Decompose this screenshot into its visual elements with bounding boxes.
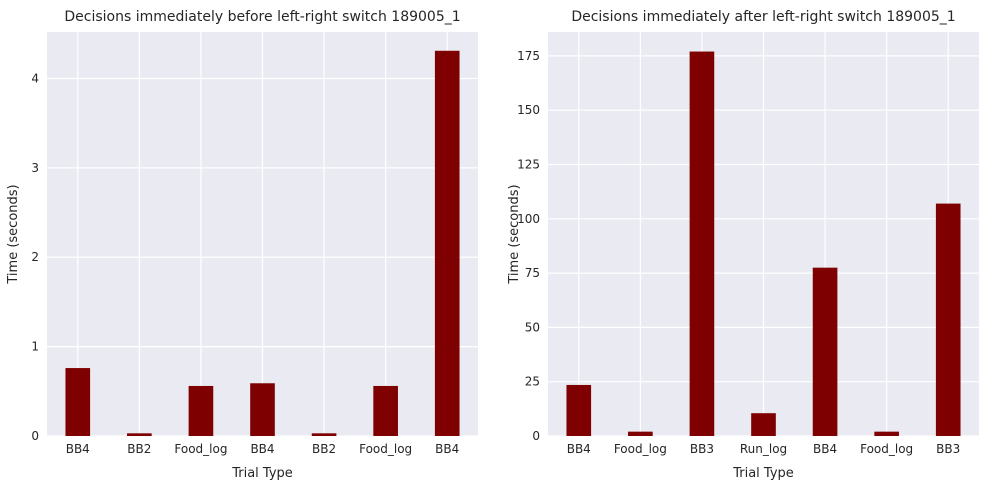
- bars: [65, 50, 460, 437]
- y-tick-label: 1: [31, 340, 39, 354]
- y-tick-label: 3: [31, 161, 39, 175]
- chart-after-switch: 0 25 50 75 100 125 150 175 BB4 Food_log BB3 Run_lo…: [507, 9, 979, 481]
- x-tick-label: Run_log: [740, 442, 787, 456]
- bar: [127, 433, 152, 436]
- y-tick-label: 2: [31, 250, 39, 264]
- bar: [935, 203, 961, 436]
- x-tick-label: BB4: [813, 442, 837, 456]
- x-tick-labels: BB4 Food_log BB3 Run_log BB4 Food_log BB3: [567, 442, 961, 456]
- bar: [434, 50, 460, 437]
- bar: [250, 383, 275, 436]
- bar: [373, 385, 398, 436]
- y-axis-label: Time (seconds): [507, 184, 522, 284]
- x-tick-label: BB4: [66, 442, 90, 456]
- chart-title: Decisions immediately after left-right s…: [571, 9, 955, 25]
- chart-title: Decisions immediately before left-right …: [64, 9, 460, 25]
- y-tick-label: 50: [525, 320, 540, 334]
- x-tick-label: BB3: [690, 442, 714, 456]
- bar: [311, 433, 337, 436]
- bar: [188, 385, 214, 436]
- y-tick-labels: 0 1 2 3 4: [31, 71, 39, 443]
- gridlines: [548, 32, 979, 437]
- bar: [751, 413, 776, 436]
- x-tick-label: Food_log: [359, 442, 412, 456]
- y-tick-label: 0: [31, 429, 39, 443]
- x-tick-label: Food_log: [174, 442, 227, 456]
- y-tick-labels: 0 25 50 75 100 125 150 175: [517, 49, 540, 443]
- y-tick-label: 75: [525, 266, 540, 280]
- y-axis-label: Time (seconds): [6, 184, 21, 284]
- x-tick-label: BB4: [250, 442, 274, 456]
- bar: [65, 368, 91, 436]
- x-tick-labels: BB4 BB2 Food_log BB4 BB2 Food_log BB4: [66, 442, 460, 456]
- x-tick-label: Food_log: [614, 442, 667, 456]
- y-tick-label: 150: [517, 103, 540, 117]
- bar: [628, 431, 653, 436]
- gridlines: [47, 32, 478, 437]
- x-tick-label: BB4: [567, 442, 591, 456]
- x-axis-label: Trial Type: [231, 466, 293, 481]
- bar: [566, 384, 592, 436]
- y-tick-label: 25: [525, 375, 540, 389]
- y-tick-label: 175: [517, 49, 540, 63]
- bar: [689, 51, 715, 436]
- x-tick-label: BB4: [435, 442, 459, 456]
- bar: [812, 267, 838, 436]
- x-tick-label: BB2: [127, 442, 151, 456]
- y-tick-label: 4: [31, 71, 39, 85]
- x-axis-label: Trial Type: [732, 466, 794, 481]
- bars: [566, 51, 961, 436]
- x-tick-label: BB2: [312, 442, 336, 456]
- x-tick-label: BB3: [936, 442, 960, 456]
- x-tick-label: Food_log: [860, 442, 913, 456]
- y-tick-label: 125: [517, 157, 540, 171]
- y-tick-label: 100: [517, 212, 540, 226]
- bar: [874, 431, 899, 436]
- chart-before-switch: 0 1 2 3 4 BB4 BB2 Food_log BB4 BB2 Food_log BB4 De…: [6, 9, 478, 481]
- y-tick-label: 0: [532, 429, 540, 443]
